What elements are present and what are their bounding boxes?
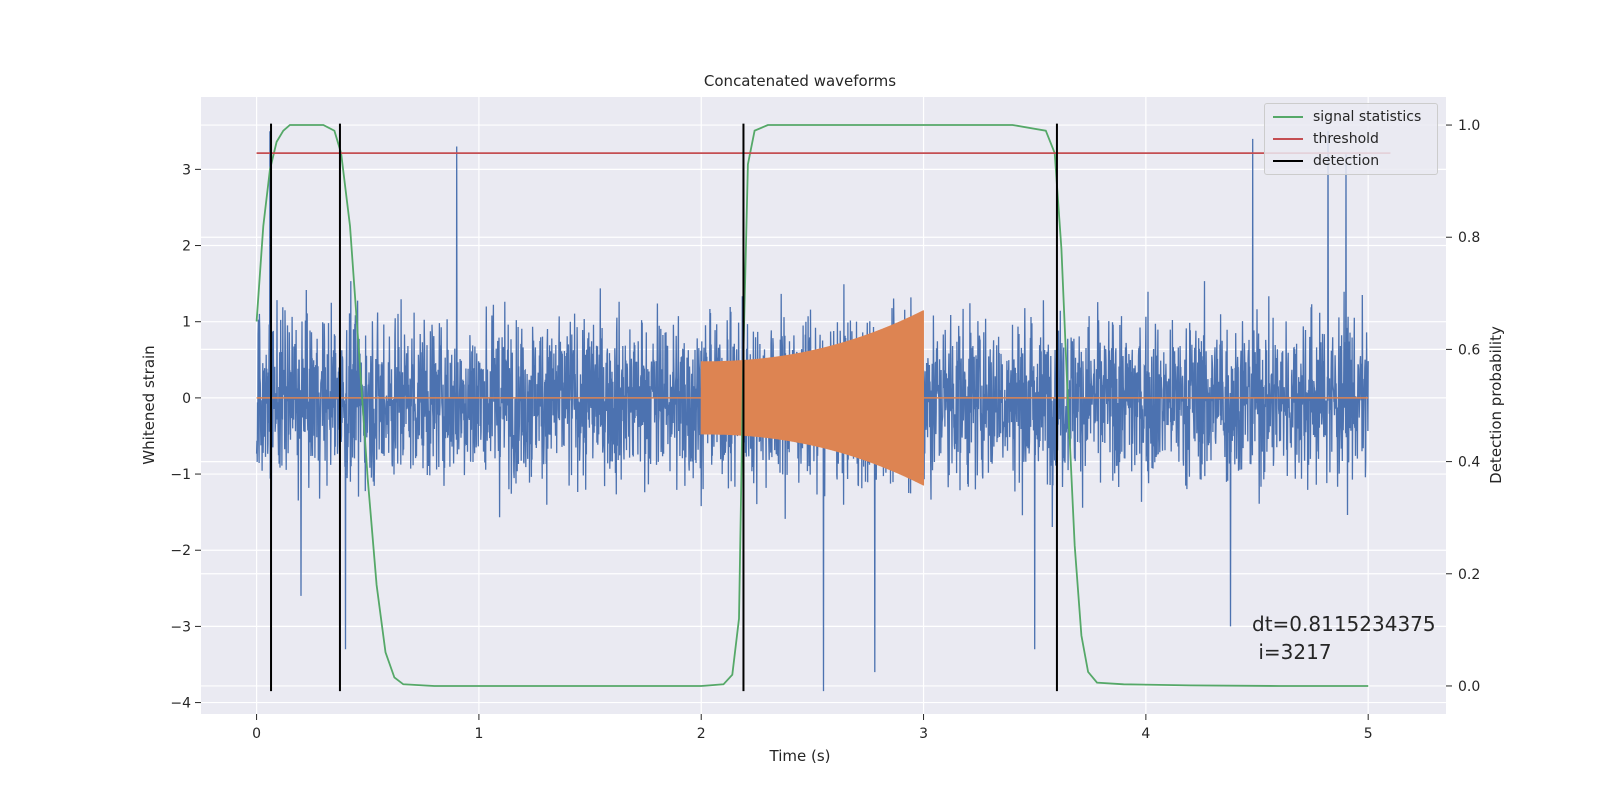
y-right-tick-label: 0.8 — [1458, 230, 1480, 246]
dt-annotation: dt=0.8115234375 i=3217 — [1252, 612, 1436, 664]
x-tick-label: 4 — [1141, 726, 1150, 742]
x-tick-label: 0 — [252, 726, 261, 742]
x-tick-label: 3 — [919, 726, 928, 742]
y-tick-label: −1 — [170, 467, 191, 483]
series-signal-statistics — [255, 124, 1369, 687]
chart-title: Concatenated waveforms — [703, 72, 897, 90]
y-tick-label: −2 — [170, 543, 191, 559]
series-injection-chirp — [700, 310, 925, 486]
legend-label-detection: detection — [1313, 153, 1380, 169]
legend-item-signal-statistics: signal statistics — [1269, 106, 1433, 128]
y-right-tick-label: 0.0 — [1458, 679, 1480, 695]
legend-item-detection: detection — [1269, 150, 1433, 172]
legend-item-threshold: threshold — [1269, 128, 1433, 150]
y-tick-label: 3 — [182, 162, 191, 178]
y-tick-label: 0 — [182, 391, 191, 407]
y-tick-label: −4 — [170, 696, 191, 712]
y-right-tick-label: 0.2 — [1458, 567, 1480, 583]
legend-swatch-detection — [1273, 160, 1303, 162]
y-axis-label-left: Whitened strain — [140, 345, 158, 465]
x-axis-label: Time (s) — [769, 747, 831, 765]
y-right-tick-label: 0.6 — [1458, 342, 1480, 358]
y-tick-label: −3 — [170, 619, 191, 635]
x-tick-label: 1 — [474, 726, 483, 742]
y-tick-label: 1 — [182, 315, 191, 331]
x-tick-label: 5 — [1364, 726, 1373, 742]
y-right-tick-label: 0.4 — [1458, 455, 1480, 471]
y-right-tick-label: 1.0 — [1458, 118, 1480, 134]
legend-label-signal-statistics: signal statistics — [1313, 109, 1422, 125]
legend-label-threshold: threshold — [1313, 131, 1379, 147]
legend: signal statistics threshold detection — [1264, 103, 1438, 175]
x-tick-label: 2 — [697, 726, 706, 742]
y-tick-label: 2 — [182, 239, 191, 255]
legend-swatch-signal-statistics — [1273, 116, 1303, 118]
legend-swatch-threshold — [1273, 138, 1303, 140]
y-axis-label-right: Detection probability — [1487, 326, 1505, 484]
